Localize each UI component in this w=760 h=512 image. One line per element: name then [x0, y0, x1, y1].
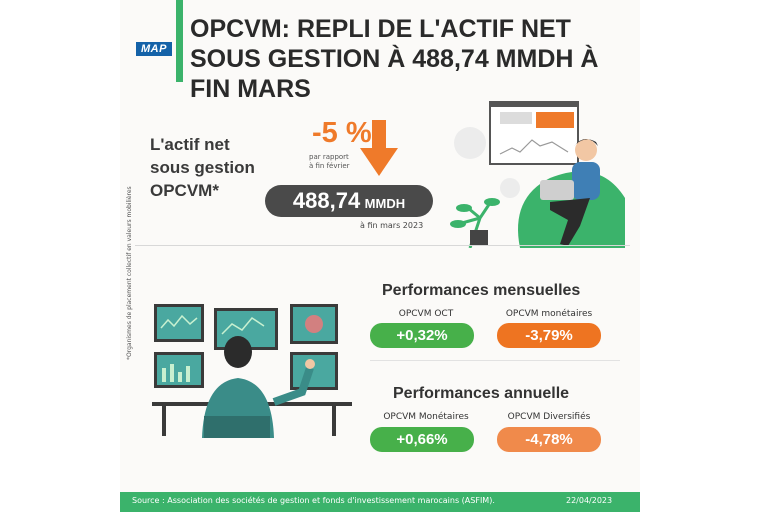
- actif-unit: MMDH: [364, 196, 406, 211]
- annual-label-diversifies: OPCVM Diversifiés: [507, 412, 591, 422]
- annual-label-monetaires: OPCVM Monétaires: [383, 412, 469, 422]
- annual-value-monetaires: +0,66%: [370, 427, 474, 452]
- trader-monitors-illustration: [152, 304, 352, 438]
- footer-bar: [120, 492, 640, 512]
- monthly-label-oct: OPCVM OCT: [398, 309, 454, 319]
- footer-date: 22/04/2023: [566, 496, 613, 505]
- annual-performance-title: Performances annuelle: [393, 385, 570, 402]
- monthly-label-monetaires: OPCVM monétaires: [505, 309, 593, 319]
- date-note: à fin mars 2023: [360, 221, 424, 230]
- title-accent-bar: [176, 0, 183, 82]
- laptop-person-illustration: [450, 101, 625, 248]
- monthly-performance-title: Performances mensuelles: [382, 282, 581, 299]
- footnote-vertical: *Organismes de placement collectif en va…: [126, 186, 133, 360]
- monthly-value-oct: +0,32%: [370, 323, 474, 348]
- change-percent: -5 %: [312, 117, 372, 149]
- map-logo: MAP: [136, 42, 172, 56]
- actif-label: L'actif net sous gestion OPCVM*: [150, 135, 255, 200]
- down-arrow-icon: [360, 120, 398, 176]
- monthly-value-monetaires: -3,79%: [497, 323, 601, 348]
- section-divider: [135, 245, 630, 246]
- performance-divider: [370, 360, 620, 361]
- actif-value: 488,74: [292, 188, 361, 213]
- annual-value-diversifies: -4,78%: [497, 427, 601, 452]
- page-title: OPCVM: REPLI DE L'ACTIF NET SOUS GESTION…: [190, 15, 599, 103]
- footer-source: Source : Association des sociétés de ges…: [132, 496, 495, 505]
- actif-value-pill: 488,74 MMDH: [265, 185, 433, 217]
- change-note: par rapport à fin février: [309, 153, 350, 170]
